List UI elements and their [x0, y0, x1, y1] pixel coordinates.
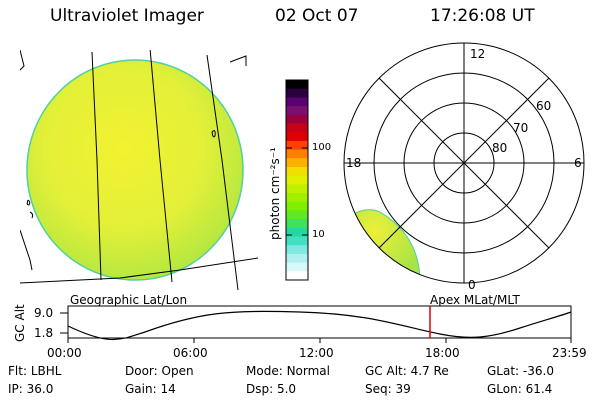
- colorbar-segment: [286, 184, 308, 194]
- colorbar-segment: [286, 106, 308, 116]
- coastline: [26, 199, 34, 219]
- polar-hour-label-12: 12: [470, 47, 486, 61]
- coastline: [20, 50, 25, 71]
- colorbar-segment: [286, 132, 308, 142]
- info-door: Door: Open: [125, 364, 194, 378]
- info-gc-alt: GC Alt: 4.7 Re: [365, 364, 449, 378]
- colorbar-segment: [286, 149, 308, 159]
- coastline: [229, 55, 247, 66]
- polar-hour-label-18: 18: [346, 156, 362, 170]
- timeline-right-title: Apex MLat/MLT: [430, 293, 520, 307]
- time-label: 17:26:08 UT: [430, 6, 535, 26]
- colorbar-segment: [286, 175, 308, 185]
- info-ip: IP: 36.0: [8, 382, 54, 396]
- colorbar-segment: [286, 80, 308, 90]
- info-mode: Mode: Normal: [246, 364, 330, 378]
- timeline-y-tick-label: 1.8: [34, 326, 54, 340]
- timeline-left-title: Geographic Lat/Lon: [70, 293, 188, 307]
- colorbar-ticks: [286, 147, 308, 236]
- polar-hour-label-0: 0: [468, 278, 476, 292]
- altitude-curve: [67, 310, 572, 341]
- polar-lat-label-80: 80: [492, 141, 508, 155]
- colorbar-segment: [286, 158, 308, 168]
- timeline-x-tick-label: 23:59: [552, 346, 587, 360]
- colorbar-segment: [286, 253, 308, 264]
- geographic-image: [20, 50, 259, 290]
- timeline-x-tick-label: 06:00: [173, 346, 208, 360]
- info-dsp: Dsp: 5.0: [246, 382, 297, 396]
- timeline-y-tick-label: 9.0: [34, 306, 54, 320]
- colorbar-segment: [286, 227, 308, 238]
- meridian-line: [149, 50, 173, 283]
- colorbar-tick-label: 10: [312, 229, 325, 240]
- colorbar-segment: [286, 88, 308, 98]
- polar-axis-diagonal: [378, 77, 550, 249]
- timeline-x-tick-label: 00:00: [47, 346, 82, 360]
- polar-hour-label-6: 6: [574, 156, 582, 170]
- timeline-plot: [60, 305, 572, 343]
- meridian-line: [91, 51, 102, 281]
- polar-plot: [343, 42, 585, 284]
- meridian-line: [20, 229, 33, 271]
- timeline-x-tick-label: 18:00: [425, 346, 460, 360]
- colorbar-segment: [286, 245, 308, 255]
- coastline: [211, 130, 216, 138]
- timeline-x-tick-label: 12:00: [299, 346, 334, 360]
- info-glon: GLon: 61.4: [487, 382, 553, 396]
- earth-disk: [26, 59, 244, 281]
- polar-lat-label-70: 70: [513, 121, 529, 135]
- colorbar-segment: [286, 219, 308, 229]
- colorbar-segment: [286, 210, 308, 220]
- colorbar-segment: [286, 166, 308, 177]
- info-flt: Flt: LBHL: [8, 364, 62, 378]
- colorbar-border: [285, 79, 309, 281]
- colorbar-segment: [286, 123, 308, 133]
- colorbar-segment: [286, 140, 308, 151]
- info-seq: Seq: 39: [365, 382, 411, 396]
- parallel-line: [20, 257, 259, 284]
- info-gain: Gain: 14: [125, 382, 176, 396]
- auroral-oval-image: [349, 209, 421, 283]
- colorbar-segment: [286, 262, 308, 272]
- colorbar-segment: [286, 236, 308, 246]
- colorbar-tick-label: 100: [312, 142, 332, 153]
- date-label: 02 Oct 07: [275, 6, 359, 26]
- colorbar-unit-label: photon cm⁻²s⁻¹: [268, 147, 282, 240]
- timeline-y-axis-label: GC Alt: [13, 304, 27, 342]
- polar-lat-label-60: 60: [536, 99, 552, 113]
- colorbar-segment: [286, 201, 308, 212]
- colorbar-segment: [286, 193, 308, 203]
- colorbar: [285, 79, 309, 281]
- timeline-frame: [67, 305, 572, 339]
- colorbar-segment: [286, 114, 308, 125]
- meridian-line: [206, 54, 239, 290]
- colorbar-segment: [286, 97, 308, 107]
- colorbar-segment: [286, 271, 308, 281]
- instrument-title: Ultraviolet Imager: [50, 6, 204, 26]
- info-glat: GLat: -36.0: [487, 364, 554, 378]
